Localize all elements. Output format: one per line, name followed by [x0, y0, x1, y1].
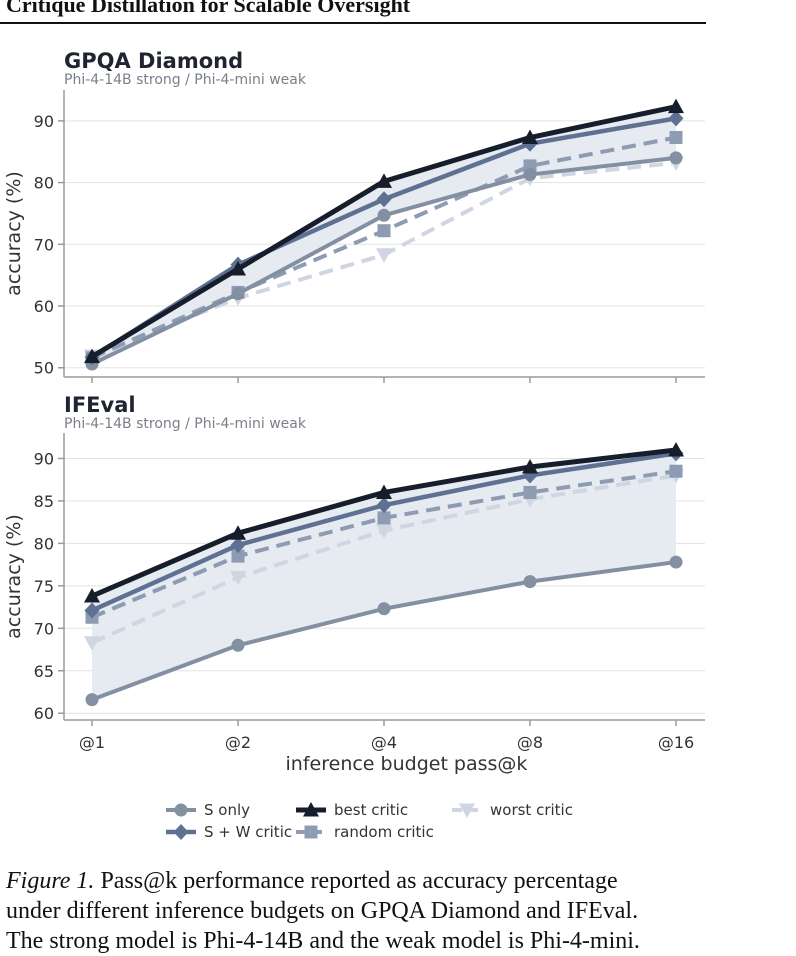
- legend-marker-best-critic: [303, 802, 319, 817]
- data-point-s-only: [231, 287, 245, 301]
- data-point-s-w-critic: [230, 537, 246, 554]
- y-tick-label: 65: [34, 662, 54, 681]
- data-point-s-only: [669, 555, 683, 569]
- x-tick-label: @8: [517, 733, 543, 752]
- data-point-random-critic: [669, 131, 683, 145]
- data-point-worst-critic: [376, 248, 392, 263]
- data-point-best-critic: [522, 458, 538, 474]
- data-point-best-critic: [376, 484, 392, 499]
- caption-label: Figure 1.: [6, 868, 95, 894]
- legend-label-best-critic: best critic: [334, 801, 408, 819]
- y-tick-label: 70: [34, 235, 54, 254]
- data-point-random-critic: [377, 224, 391, 238]
- data-point-random-critic: [523, 485, 537, 499]
- data-point-s-w-critic: [668, 110, 684, 127]
- y-tick-label: 60: [34, 297, 54, 316]
- caption-line-3: The strong model is Phi-4-14B and the we…: [6, 928, 640, 954]
- x-tick-label: @16: [658, 733, 694, 752]
- y-tick-label: 60: [34, 704, 54, 723]
- y-tick-label: 90: [34, 112, 54, 131]
- data-point-s-w-critic: [376, 497, 392, 514]
- y-tick-label: 75: [34, 577, 54, 596]
- data-point-worst-critic: [84, 636, 100, 651]
- data-point-random-critic: [231, 549, 245, 563]
- data-point-best-critic: [230, 260, 246, 276]
- chart-subtitle: Phi-4-14B strong / Phi-4-mini weak: [64, 416, 307, 432]
- data-point-best-critic: [668, 441, 684, 457]
- x-tick-label: @1: [79, 733, 105, 752]
- y-axis-label: accuracy (%): [3, 171, 25, 296]
- figure-caption: Figure 1. Pass@k performance reported as…: [6, 866, 786, 956]
- running-header-title: Critique Distillation for Scalable Overs…: [6, 0, 411, 17]
- y-tick-label: 70: [34, 619, 54, 638]
- y-tick-label: 85: [34, 492, 54, 511]
- chart-title: GPQA Diamond: [64, 49, 243, 73]
- data-point-s-only: [669, 151, 683, 165]
- x-tick-label: @2: [225, 733, 251, 752]
- data-point-random-critic: [377, 511, 391, 525]
- x-tick-label: @4: [371, 733, 397, 752]
- data-point-s-only: [523, 168, 537, 182]
- running-header: Critique Distillation for Scalable Overs…: [0, 0, 706, 24]
- legend-marker-s-only: [174, 803, 188, 817]
- chart-subtitle: Phi-4-14B strong / Phi-4-mini weak: [64, 72, 307, 88]
- legend-marker-s-w-critic: [173, 824, 189, 840]
- data-point-s-w-critic: [84, 602, 100, 619]
- data-point-s-only: [85, 693, 99, 707]
- caption-line-1: Pass@k performance reported as accuracy …: [100, 868, 618, 894]
- legend-marker-random-critic: [304, 825, 318, 839]
- legend-marker-worst-critic: [459, 803, 475, 818]
- data-point-s-only: [523, 575, 537, 589]
- improvement-band: [92, 449, 676, 700]
- legend: S only best critic worst critic S + W criti…: [166, 801, 573, 841]
- data-point-s-only: [231, 638, 245, 652]
- data-point-best-critic: [230, 525, 246, 540]
- legend-label-random-critic: random critic: [334, 823, 434, 841]
- data-point-best-critic: [84, 588, 100, 603]
- y-tick-label: 80: [34, 174, 54, 193]
- data-point-random-critic: [669, 464, 683, 478]
- legend-label-s-w-critic: S + W critic: [204, 823, 292, 841]
- data-point-s-only: [377, 208, 391, 222]
- data-point-worst-critic: [376, 524, 392, 539]
- y-tick-label: 80: [34, 534, 54, 553]
- y-axis-label: accuracy (%): [3, 514, 25, 639]
- y-tick-label: 50: [34, 359, 54, 378]
- legend-label-worst-critic: worst critic: [490, 801, 573, 819]
- data-point-s-w-critic: [376, 191, 392, 208]
- data-point-best-critic: [522, 129, 538, 145]
- data-point-s-only: [377, 602, 391, 616]
- data-point-worst-critic: [230, 570, 246, 586]
- chart-title: IFEval: [64, 393, 136, 417]
- y-tick-label: 90: [34, 449, 54, 468]
- legend-label-s-only: S only: [204, 801, 250, 819]
- x-axis-label: inference budget pass@k: [286, 753, 528, 775]
- data-point-best-critic: [668, 98, 684, 114]
- caption-line-2: under different inference budgets on GPQ…: [6, 898, 639, 924]
- data-point-best-critic: [84, 348, 100, 364]
- data-point-best-critic: [376, 173, 392, 188]
